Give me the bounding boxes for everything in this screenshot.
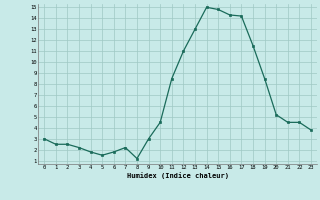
X-axis label: Humidex (Indice chaleur): Humidex (Indice chaleur): [127, 172, 228, 179]
